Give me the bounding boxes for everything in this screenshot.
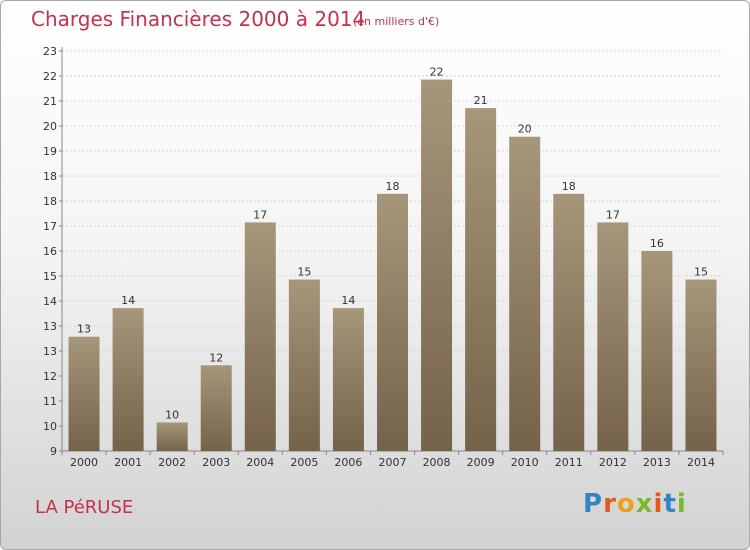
y-tick-label: 13 bbox=[43, 320, 57, 333]
logo-letter: t bbox=[663, 489, 677, 519]
value-label: 16 bbox=[650, 237, 664, 250]
logo-letter: i bbox=[653, 489, 664, 519]
logo-letter: P bbox=[583, 489, 604, 519]
x-tick-label: 2000 bbox=[70, 456, 98, 469]
x-tick-label: 2012 bbox=[599, 456, 627, 469]
y-tick-label: 20 bbox=[43, 120, 57, 133]
bar-2007 bbox=[377, 193, 408, 451]
value-label: 17 bbox=[606, 208, 620, 221]
bar-2001 bbox=[112, 308, 144, 451]
value-label: 13 bbox=[77, 323, 91, 336]
y-tick-labels: 9 10 11 12 13 13 14 15 16 17 18 18 19 20 21 22 23 bbox=[43, 45, 57, 458]
x-tick-label: 2010 bbox=[511, 456, 539, 469]
y-tick-label: 16 bbox=[43, 245, 57, 258]
y-tick-label: 23 bbox=[43, 45, 57, 58]
value-label: 10 bbox=[165, 408, 179, 421]
x-tick-label: 2001 bbox=[114, 456, 142, 469]
y-tick-label: 15 bbox=[43, 270, 57, 283]
proxiti-logo: Proxiti bbox=[583, 489, 687, 519]
x-tick-label: 2008 bbox=[423, 456, 451, 469]
bar-2009 bbox=[465, 108, 497, 452]
logo-letter: r bbox=[603, 489, 617, 519]
bar-2004 bbox=[244, 222, 276, 451]
value-label: 18 bbox=[386, 180, 400, 193]
value-label: 12 bbox=[209, 351, 223, 364]
bar-2000 bbox=[68, 336, 100, 451]
value-label: 15 bbox=[694, 266, 708, 279]
value-label: 15 bbox=[297, 266, 311, 279]
y-tick-label: 12 bbox=[43, 370, 57, 383]
x-tick-label: 2006 bbox=[334, 456, 362, 469]
y-tick-label: 18 bbox=[43, 170, 57, 183]
x-tick-label: 2014 bbox=[687, 456, 715, 469]
bar-2005 bbox=[288, 279, 320, 451]
bar-2010 bbox=[509, 136, 541, 451]
logo-letter: i bbox=[676, 489, 687, 519]
bar-2014 bbox=[685, 279, 717, 451]
value-label: 18 bbox=[562, 180, 576, 193]
x-tick-label: 2003 bbox=[202, 456, 230, 469]
y-tick-label: 21 bbox=[43, 95, 57, 108]
y-tick-label: 14 bbox=[43, 295, 57, 308]
bar-2002 bbox=[156, 422, 188, 451]
chart-title: Charges Financières 2000 à 2014 bbox=[31, 7, 366, 31]
x-tick-label: 2009 bbox=[467, 456, 495, 469]
y-tick-label: 9 bbox=[50, 445, 57, 458]
bar-2006 bbox=[332, 308, 364, 451]
x-tick-label: 2013 bbox=[643, 456, 671, 469]
place-name: LA PéRUSE bbox=[35, 497, 134, 518]
value-labels: 13 14 10 12 17 15 14 18 22 21 20 18 17 16 15 bbox=[77, 66, 708, 422]
logo-letter: x bbox=[635, 489, 654, 519]
x-tick-label: 2007 bbox=[379, 456, 407, 469]
y-tick-label: 19 bbox=[43, 145, 57, 158]
bar-2012 bbox=[597, 222, 629, 451]
bar-2011 bbox=[553, 193, 585, 451]
value-label: 20 bbox=[518, 123, 532, 136]
y-tick-label: 13 bbox=[43, 345, 57, 358]
bar-2008 bbox=[421, 79, 453, 452]
value-label: 14 bbox=[341, 294, 355, 307]
y-tick-label: 22 bbox=[43, 70, 57, 83]
value-label: 22 bbox=[430, 66, 444, 79]
y-tick-label: 18 bbox=[43, 195, 57, 208]
x-tick-labels: 2000 2001 2002 2003 2004 2005 2006 2007 2008 2009… bbox=[70, 456, 715, 469]
y-tick-label: 17 bbox=[43, 220, 57, 233]
x-tick-label: 2011 bbox=[555, 456, 583, 469]
x-tick-label: 2002 bbox=[158, 456, 186, 469]
logo-letter: o bbox=[616, 489, 636, 519]
bar-2003 bbox=[200, 365, 232, 451]
value-label: 14 bbox=[121, 294, 135, 307]
y-tick-label: 10 bbox=[43, 420, 57, 433]
x-tick-label: 2005 bbox=[290, 456, 318, 469]
y-tick-label: 11 bbox=[43, 395, 57, 408]
bars bbox=[68, 79, 717, 452]
bar-2013 bbox=[641, 251, 673, 451]
chart-subtitle: (en milliers d'€) bbox=[353, 15, 440, 28]
value-label: 17 bbox=[253, 208, 267, 221]
x-tick-label: 2004 bbox=[246, 456, 274, 469]
value-label: 21 bbox=[474, 94, 488, 107]
